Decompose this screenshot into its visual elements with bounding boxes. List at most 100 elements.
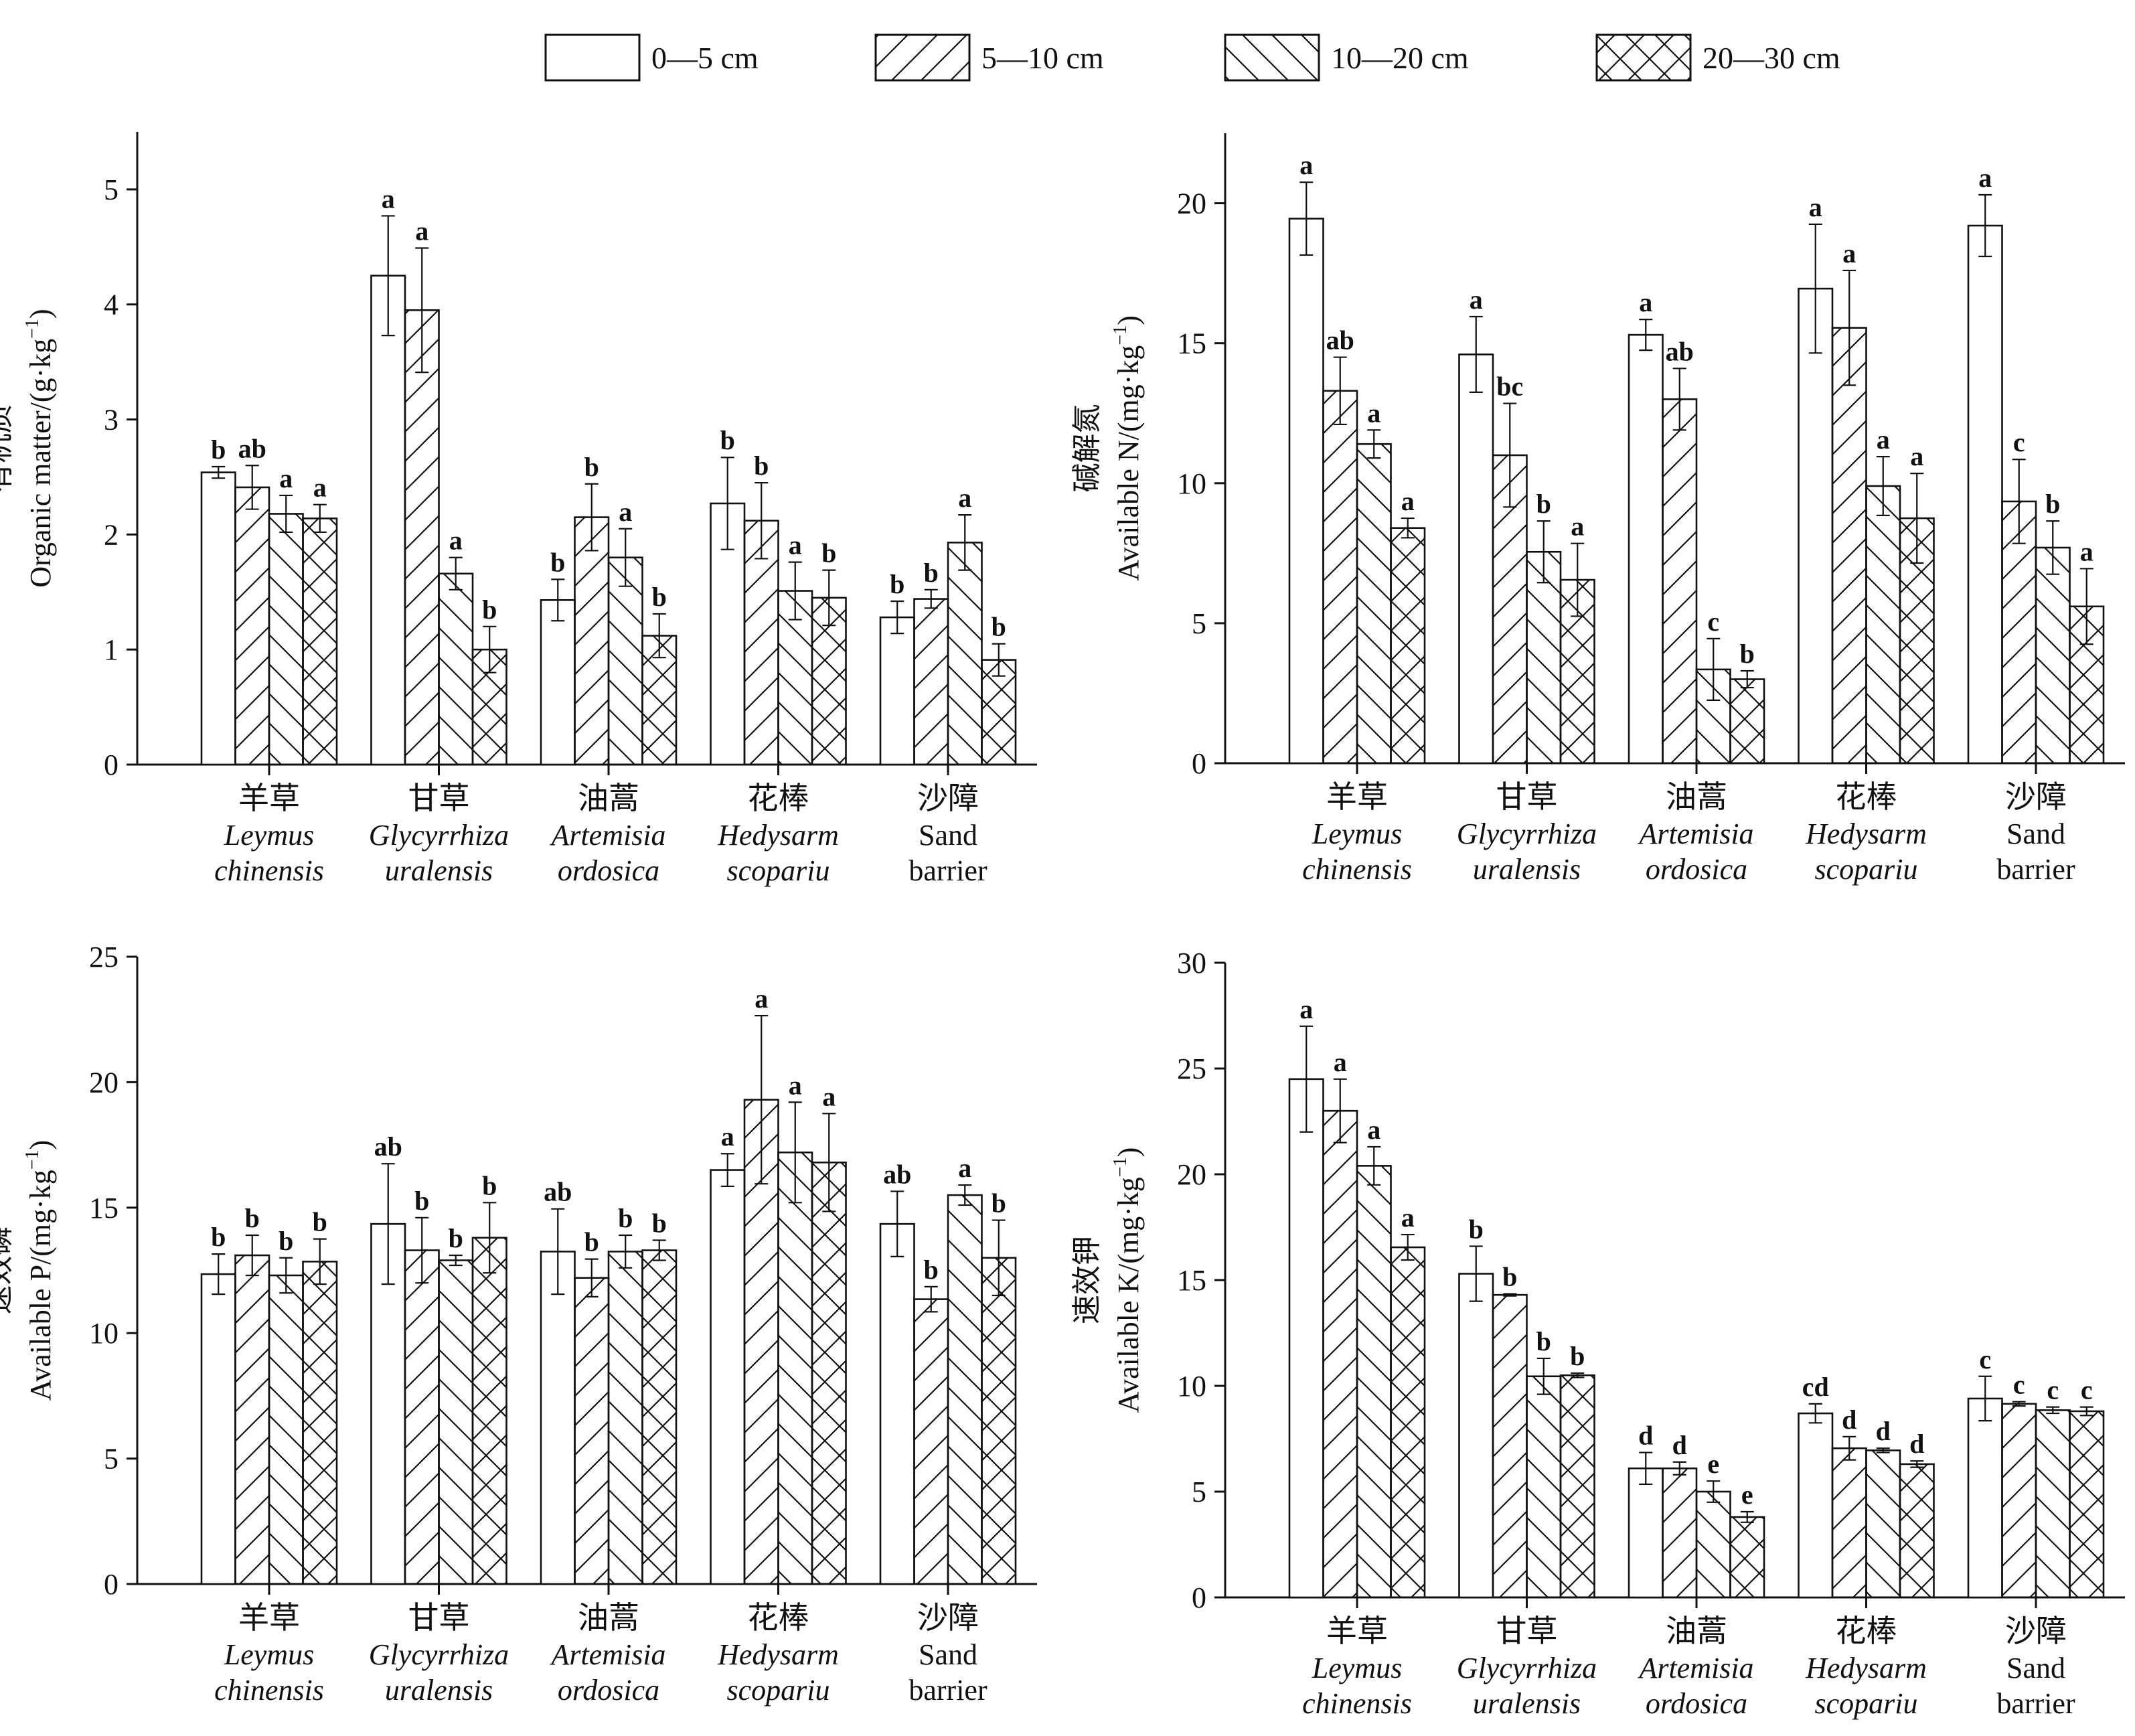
category-label-en: Glycyrrhiza	[369, 819, 509, 852]
significance-label: b	[924, 1255, 939, 1285]
bars: bbbbabbbb abbb baaa aabbab	[202, 983, 1016, 1584]
significance-label: b	[584, 452, 599, 482]
y-axis-title: 速效磷 Available P/(mg·kg−1)	[0, 1140, 57, 1401]
legend-label: 0—5 cm	[651, 41, 759, 75]
bar	[405, 310, 439, 765]
significance-label: bc	[1496, 372, 1523, 402]
significance-label: a	[415, 216, 428, 246]
significance-label: d	[1909, 1429, 1924, 1459]
bar	[609, 1251, 643, 1584]
category-label-cn: 油蒿	[1666, 1614, 1727, 1648]
significance-label: b	[618, 1203, 633, 1233]
category-label-en: barrier	[908, 854, 987, 887]
significance-label: b	[245, 1203, 260, 1233]
bar	[439, 574, 473, 765]
significance-label: a	[382, 183, 395, 214]
significance-label: b	[754, 451, 769, 481]
category-label-en: Hedysarm	[1805, 1652, 1927, 1684]
bar	[269, 514, 303, 765]
significance-label: a	[721, 1121, 734, 1152]
category-label-en: scopariu	[1815, 853, 1918, 886]
significance-label: ab	[374, 1131, 402, 1162]
bar	[1629, 1468, 1663, 1597]
y-axis-title: 碱解氮 Available N/(mg·kg−1)	[1071, 315, 1145, 581]
category-label-en: Hedysarm	[1805, 817, 1927, 850]
category-label-cn: 沙障	[917, 1601, 979, 1635]
category-label-en: ordosica	[1646, 853, 1747, 886]
significance-label: b	[992, 1188, 1006, 1218]
significance-label: b	[414, 1186, 429, 1216]
significance-label: ab	[1666, 336, 1694, 366]
bar	[1867, 1450, 1901, 1597]
significance-label: c	[2081, 1375, 2093, 1405]
significance-label: d	[1876, 1416, 1891, 1446]
category-label-cn: 花棒	[1836, 780, 1897, 814]
significance-label: b	[652, 582, 667, 612]
y-tick-label: 30	[1177, 947, 1206, 979]
category-label: 羊草Leymuschinensis	[1302, 1614, 1412, 1720]
significance-label: b	[279, 1226, 293, 1256]
category-label: 甘草 Glycyrrhizauralensis	[1457, 780, 1597, 886]
significance-label: a	[789, 1070, 802, 1100]
category-label-en: barrier	[1996, 853, 2075, 886]
significance-label: e	[1707, 1449, 1719, 1479]
category-label-cn: 甘草	[408, 781, 470, 815]
bar	[1900, 1464, 1934, 1597]
category-label-en: chinensis	[214, 1674, 324, 1707]
significance-label: ab	[883, 1159, 911, 1189]
category-label-en: ordosica	[558, 1674, 659, 1707]
bar	[609, 558, 643, 765]
bar	[880, 1224, 915, 1584]
category-label-en: Artemisia	[549, 819, 665, 852]
y-tick-label: 10	[89, 1317, 118, 1350]
legend-label: 20—30 cm	[1703, 41, 1840, 75]
category-label-en: Artemisia	[1637, 817, 1753, 850]
category-label-en: ordosica	[558, 854, 659, 887]
category-label: 甘草 Glycyrrhizauralensis	[369, 1601, 509, 1707]
bar	[915, 599, 949, 765]
y-axis-title-cn: 速效钾	[1071, 1236, 1103, 1324]
bar	[202, 473, 236, 765]
significance-label: c	[2047, 1375, 2059, 1405]
bar	[1527, 552, 1561, 763]
category-label-en: scopariu	[727, 854, 830, 887]
significance-label: a	[1299, 994, 1313, 1024]
bar	[982, 1258, 1016, 1584]
bar	[1867, 486, 1901, 763]
bar	[779, 1152, 813, 1584]
category-label-cn: 羊草	[238, 781, 300, 815]
category-label-en: ordosica	[1646, 1687, 1747, 1720]
legend-swatch	[1597, 35, 1690, 80]
category-label-en: Sand	[2006, 817, 2065, 850]
category-label-en: barrier	[1996, 1687, 2075, 1720]
bar	[439, 1261, 473, 1584]
y-axis-title-en: Available P/(mg·kg−1)	[22, 1140, 57, 1401]
bars: aabaaabcbaaabcbaaaaacba	[1289, 150, 2104, 763]
bar	[1391, 528, 1425, 763]
bar	[1391, 1247, 1425, 1597]
significance-label: ab	[544, 1177, 572, 1207]
significance-label: a	[1571, 511, 1584, 542]
legend-item: 0—5 cm	[546, 35, 759, 80]
significance-label: a	[1877, 424, 1890, 455]
significance-label: a	[1842, 238, 1856, 268]
significance-label: a	[1809, 192, 1822, 222]
bar	[236, 487, 270, 765]
y-axis-title-en: Available N/(mg·kg−1)	[1110, 315, 1145, 581]
significance-label: a	[1367, 1115, 1380, 1145]
legend-label: 5—10 cm	[981, 41, 1104, 75]
significance-label: a	[279, 463, 293, 493]
category-label-en: uralensis	[385, 1674, 493, 1707]
significance-label: a	[958, 483, 971, 513]
y-axis-title-en: Organic matter/(g·kg−1)	[22, 309, 57, 587]
category-label-cn: 花棒	[748, 1601, 809, 1635]
category-label: 沙障Sandbarrier	[908, 1601, 987, 1707]
category-label: 羊草Leymuschinensis	[1302, 780, 1412, 886]
category-label: 油蒿Artemisiaordosica	[549, 781, 665, 887]
significance-label: b	[211, 435, 226, 465]
